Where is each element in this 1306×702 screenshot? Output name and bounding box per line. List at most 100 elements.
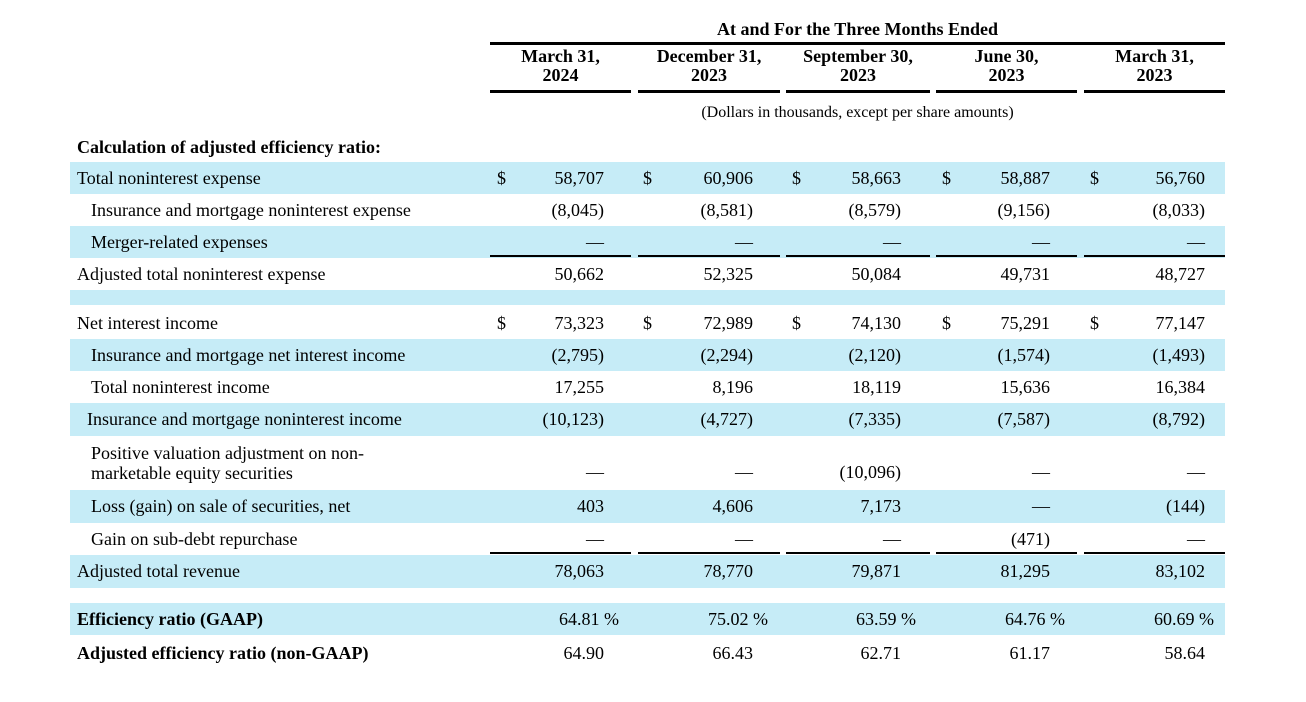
table-cell: (1,574) <box>997 345 1051 365</box>
table-cell: 50,084 <box>851 264 902 284</box>
table-period-header: At and For the Three Months Ended <box>716 19 999 39</box>
row-band <box>70 403 1225 436</box>
currency-symbol: $ <box>792 168 801 188</box>
column-header-date: September 30, <box>803 46 913 66</box>
currency-symbol: $ <box>1090 313 1099 333</box>
table-cell: — <box>735 462 753 482</box>
column-header-date: March 31, <box>1115 46 1194 66</box>
row-band <box>70 226 1225 258</box>
currency-symbol: $ <box>643 313 652 333</box>
row-label: Insurance and mortgage net interest inco… <box>91 345 406 365</box>
column-header-year: 2024 <box>542 65 579 85</box>
row-label: Total noninterest income <box>91 377 270 397</box>
column-header-rule <box>490 90 631 93</box>
table-cell: (9,156) <box>997 200 1051 220</box>
column-header-rule <box>1084 90 1225 93</box>
table-cell: (8,033) <box>1152 200 1206 220</box>
row-band <box>70 339 1225 371</box>
row-label: Merger-related expenses <box>91 232 268 252</box>
table-cell: 58,887 <box>1000 168 1051 188</box>
row-label: Positive valuation adjustment on non-mar… <box>91 443 364 483</box>
column-header-rule <box>786 90 930 93</box>
table-cell: — <box>1032 232 1050 252</box>
table-cell: 66.43 <box>712 643 754 663</box>
column-header: December 31, 2023 <box>638 47 780 85</box>
table-cell: — <box>586 232 604 252</box>
table-cell: 64.81 % <box>559 609 619 629</box>
column-header-rule <box>936 90 1077 93</box>
table-cell: — <box>1187 462 1205 482</box>
table-cell: (2,795) <box>551 345 605 365</box>
table-cell: 58.64 <box>1164 643 1206 663</box>
row-label: Gain on sub-debt repurchase <box>91 529 298 549</box>
table-cell: 64.76 % <box>1005 609 1065 629</box>
table-cell: 56,760 <box>1155 168 1206 188</box>
header-rule <box>490 42 1225 45</box>
table-cell: 60,906 <box>703 168 754 188</box>
table-cell: 75,291 <box>1000 313 1051 333</box>
table-cell: 50,662 <box>554 264 605 284</box>
subtotal-rule <box>638 255 780 257</box>
table-cell: (2,120) <box>848 345 902 365</box>
table-cell: (8,045) <box>551 200 605 220</box>
row-label-line: Positive valuation adjustment on non- <box>91 443 364 463</box>
currency-symbol: $ <box>1090 168 1099 188</box>
table-cell: 78,770 <box>703 561 754 581</box>
table-cell: — <box>1187 529 1205 549</box>
table-cell: 48,727 <box>1155 264 1206 284</box>
subtotal-rule <box>786 255 930 257</box>
column-header-year: 2023 <box>988 65 1025 85</box>
table-cell: 58,707 <box>554 168 605 188</box>
table-cell: — <box>1032 496 1050 516</box>
table-cell: (1,493) <box>1152 345 1206 365</box>
row-band <box>70 162 1225 194</box>
column-header-rule <box>638 90 780 93</box>
table-cell: 7,173 <box>860 496 902 516</box>
table-cell: — <box>586 462 604 482</box>
table-cell: (471) <box>1011 529 1050 549</box>
table-cell: 73,323 <box>554 313 605 333</box>
table-cell: 74,130 <box>851 313 902 333</box>
table-cell: — <box>735 232 753 252</box>
table-cell: 18,119 <box>852 377 901 397</box>
subtotal-rule <box>638 552 780 554</box>
table-cell: 72,989 <box>703 313 754 333</box>
table-cell: 16,384 <box>1155 377 1206 397</box>
column-header: March 31, 2024 <box>490 47 631 85</box>
table-cell: 15,636 <box>1000 377 1051 397</box>
table-cell: 17,255 <box>554 377 605 397</box>
row-label: Adjusted efficiency ratio (non-GAAP) <box>77 643 369 663</box>
table-cell: — <box>1032 462 1050 482</box>
table-cell: — <box>883 232 901 252</box>
column-header-year: 2023 <box>691 65 727 85</box>
column-header: June 30, 2023 <box>936 47 1077 85</box>
currency-symbol: $ <box>942 168 951 188</box>
column-header-date: June 30, <box>974 46 1039 66</box>
row-band <box>70 603 1225 635</box>
column-header: September 30, 2023 <box>786 47 930 85</box>
currency-symbol: $ <box>942 313 951 333</box>
row-label: Adjusted total noninterest expense <box>77 264 326 284</box>
subtotal-rule <box>1084 255 1225 257</box>
table-cell: 78,063 <box>554 561 605 581</box>
row-label: Loss (gain) on sale of securities, net <box>91 496 351 516</box>
table-cell: (8,581) <box>700 200 754 220</box>
table-cell: (144) <box>1166 496 1205 516</box>
currency-symbol: $ <box>792 313 801 333</box>
row-label: Efficiency ratio (GAAP) <box>77 609 263 629</box>
table-cell: 62.71 <box>860 643 902 663</box>
table-cell: — <box>883 529 901 549</box>
subtotal-rule <box>936 255 1077 257</box>
row-label: Insurance and mortgage noninterest expen… <box>91 200 411 220</box>
row-band <box>70 490 1225 523</box>
table-cell: (4,727) <box>700 409 754 429</box>
column-header-date: December 31, <box>656 46 762 66</box>
row-label: Adjusted total revenue <box>77 561 240 581</box>
table-cell: — <box>735 529 753 549</box>
table-cell: 75.02 % <box>708 609 768 629</box>
table-cell: 63.59 % <box>856 609 916 629</box>
table-cell: (8,579) <box>848 200 902 220</box>
table-cell: (2,294) <box>700 345 754 365</box>
table-cell: (10,096) <box>839 462 902 482</box>
